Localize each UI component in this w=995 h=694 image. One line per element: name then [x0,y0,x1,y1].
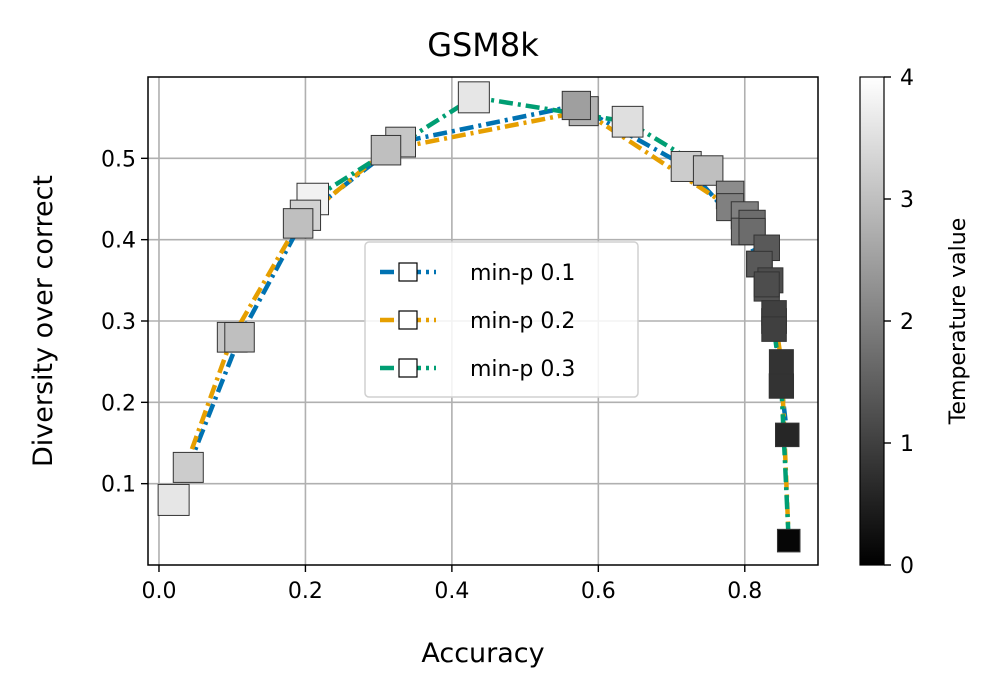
data-point [282,208,314,239]
axes: 0.0 0.2 0.4 0.6 0.8 0.1 0.2 0.3 0.4 0.5 [101,147,762,604]
y-tick-label: 0.1 [101,473,136,498]
data-point [157,483,190,516]
legend-label: min-p 0.1 [470,261,575,286]
y-tick-label: 0.4 [101,229,136,254]
data-point [561,90,591,121]
data-point [777,528,801,553]
legend-box [364,241,639,398]
legend-items: min-p 0.1 min-p 0.2 min-p 0.3 [380,261,575,382]
x-tick-label: 0.2 [288,579,323,604]
x-tick-label: 0.8 [727,579,762,604]
colorbar-label: Temperature value [946,218,971,425]
colorbar-tick-label: 4 [900,66,914,91]
data-point [457,81,490,114]
chart-title: GSM8k [427,26,539,64]
colorbar-tick-label: 3 [900,188,914,213]
data-point [761,316,787,342]
x-tick-label: 0.6 [581,579,616,604]
colorbar-gradient [859,76,885,566]
data-point [611,105,644,138]
series-layer [157,81,801,553]
colorbar-tick-label: 0 [900,554,914,579]
data-point [753,271,780,298]
y-tick-label: 0.2 [101,391,136,416]
data-point [224,322,255,353]
data-point [172,451,204,483]
x-tick-label: 0.4 [434,579,469,604]
y-tick-label: 0.5 [101,147,136,172]
x-tick-label: 0.0 [141,579,176,604]
x-axis-title: Accuracy [421,638,544,669]
colorbar-tick-label: 1 [900,432,914,457]
colorbar-ticks: 0 1 2 3 4 [884,66,914,579]
data-point [768,349,794,375]
legend-swatch-marker [398,310,418,330]
legend-swatch-marker [398,358,418,378]
legend: min-p 0.1 min-p 0.2 min-p 0.3 [364,241,639,398]
data-point [370,134,402,166]
data-point [768,373,794,399]
data-point [692,155,724,186]
legend-swatch-marker [398,262,418,282]
legend-label: min-p 0.2 [470,309,575,334]
y-axis-title: Diversity over correct [28,175,59,467]
y-tick-label: 0.3 [101,310,136,335]
data-point [774,422,800,448]
colorbar: 0 1 2 3 4 Temperature value [859,66,971,579]
legend-label: min-p 0.3 [470,357,575,382]
colorbar-tick-label: 2 [900,310,914,335]
